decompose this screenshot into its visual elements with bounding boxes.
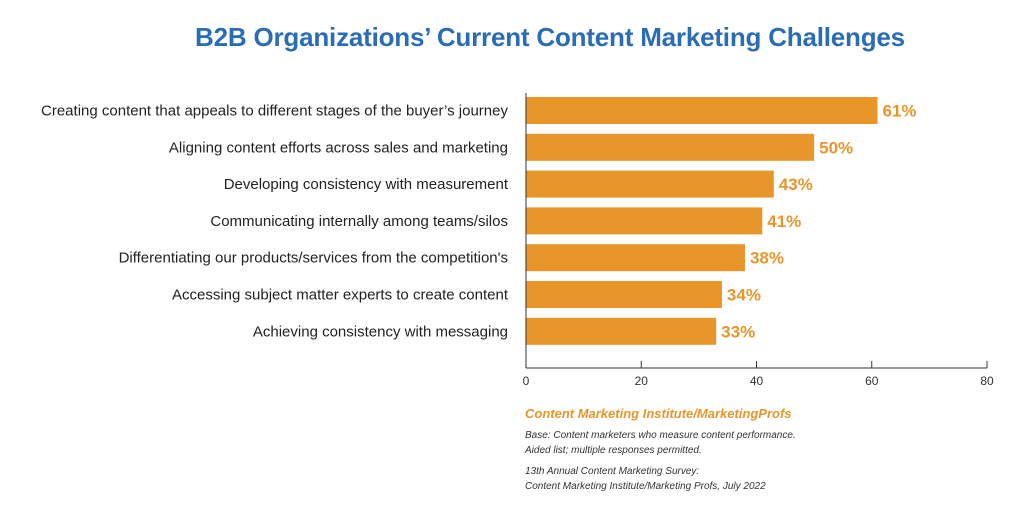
category-label-6: Accessing subject matter experts to crea… <box>172 287 509 304</box>
category-label-1: Creating content that appeals to differe… <box>41 103 508 120</box>
x-tick-label-20: 20 <box>635 374 649 388</box>
category-label-5: Differentiating our products/services fr… <box>119 250 508 267</box>
x-tick-label-80: 80 <box>980 374 994 388</box>
value-label-5: 38% <box>750 249 784 268</box>
survey-note-line2: Content Marketing Institute/Marketing Pr… <box>525 481 766 492</box>
value-label-3: 43% <box>779 175 813 194</box>
value-label-2: 50% <box>819 138 853 157</box>
bar-2 <box>526 133 815 161</box>
category-label-7: Achieving consistency with messaging <box>253 323 508 340</box>
category-label-2: Aligning content efforts across sales an… <box>169 139 508 156</box>
survey-note-line1: 13th Annual Content Marketing Survey: <box>525 466 700 477</box>
category-label-4: Communicating internally among teams/sil… <box>210 213 508 230</box>
bar-5 <box>526 244 745 272</box>
chart-title: B2B Organizations’ Current Content Marke… <box>195 22 905 52</box>
x-tick-label-40: 40 <box>750 374 764 388</box>
value-label-7: 33% <box>721 322 755 341</box>
base-note-line2: Aided list; multiple responses permitted… <box>525 445 702 456</box>
bar-7 <box>526 317 717 345</box>
value-label-1: 61% <box>883 102 917 121</box>
base-note-line1: Base: Content marketers who measure cont… <box>525 430 796 441</box>
survey-note: 13th Annual Content Marketing Survey: Co… <box>525 464 766 494</box>
x-tick-label-60: 60 <box>865 374 879 388</box>
axis-layer: 0 20 40 60 80 <box>523 93 994 388</box>
base-note: Base: Content marketers who measure cont… <box>525 428 796 458</box>
bar-4 <box>526 207 763 235</box>
bar-6 <box>526 281 722 308</box>
bar-1 <box>526 97 878 124</box>
value-label-4: 41% <box>767 212 801 231</box>
bars-layer: Creating content that appeals to differe… <box>41 97 917 345</box>
category-label-3: Developing consistency with measurement <box>224 176 509 193</box>
source-credit: Content Marketing Institute/MarketingPro… <box>525 406 792 421</box>
value-label-6: 34% <box>727 286 761 305</box>
x-tick-label-0: 0 <box>523 374 530 388</box>
bar-3 <box>526 170 774 198</box>
